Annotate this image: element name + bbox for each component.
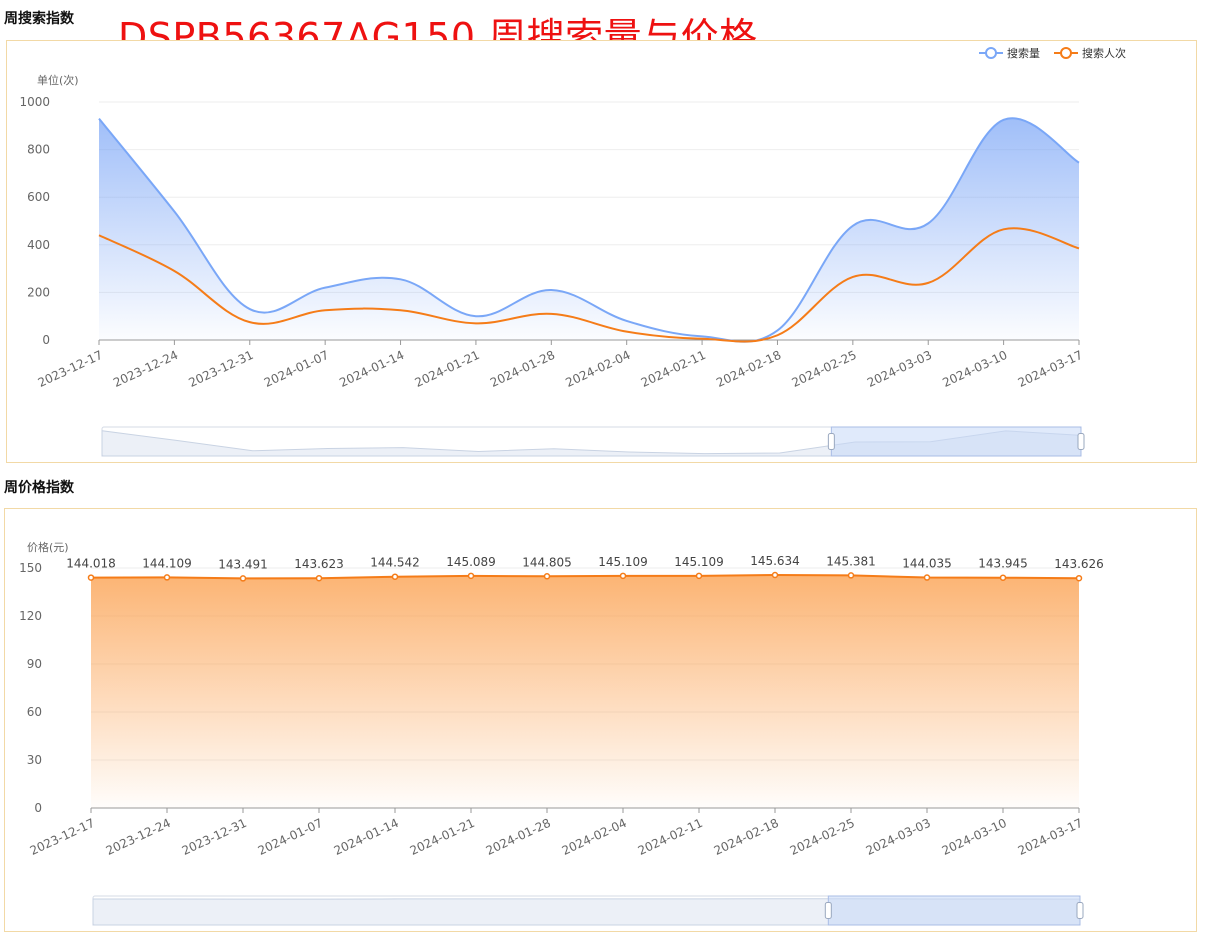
data-label: 143.623 xyxy=(294,557,344,571)
legend-marker xyxy=(1060,47,1072,59)
x-tick-label: 2023-12-24 xyxy=(111,348,180,390)
x-tick-label: 2023-12-24 xyxy=(104,816,173,858)
data-point xyxy=(771,571,779,579)
x-tick-label: 2024-01-21 xyxy=(413,348,482,390)
data-label: 145.634 xyxy=(750,554,800,568)
data-label: 143.626 xyxy=(1054,557,1104,571)
search-section-title: 周搜索指数 xyxy=(4,11,74,27)
data-point xyxy=(543,573,551,580)
y-unit-label: 价格(元) xyxy=(27,540,69,554)
y-tick-label: 400 xyxy=(27,238,50,252)
data-label: 145.381 xyxy=(826,554,876,568)
series-line-1 xyxy=(98,227,1080,343)
data-label: 144.018 xyxy=(66,557,116,571)
series-line-0 xyxy=(90,573,1080,580)
x-tick-label: 2024-02-04 xyxy=(560,816,629,858)
x-tick-label: 2024-03-03 xyxy=(864,816,933,858)
data-label: 145.089 xyxy=(446,555,496,569)
y-tick-label: 60 xyxy=(27,705,42,719)
legend-label: 搜索人次 xyxy=(1082,46,1126,60)
y-tick-label: 200 xyxy=(27,285,50,299)
y-tick-label: 1000 xyxy=(19,95,50,109)
x-tick-label: 2024-02-11 xyxy=(639,348,708,390)
zoom-slider-selection xyxy=(827,895,1081,926)
data-point xyxy=(315,574,323,582)
x-tick-label: 2024-01-07 xyxy=(262,348,331,390)
series-line-0 xyxy=(98,117,1080,343)
data-point xyxy=(923,574,931,581)
x-tick-label: 2024-01-14 xyxy=(337,348,406,390)
data-point xyxy=(239,575,247,582)
data-label: 145.109 xyxy=(598,555,648,569)
y-tick-label: 90 xyxy=(27,657,42,671)
x-tick-label: 2024-01-28 xyxy=(484,816,553,858)
x-tick-label: 2024-01-07 xyxy=(256,816,325,858)
data-label: 144.109 xyxy=(142,556,192,570)
zoom-slider-handle[interactable] xyxy=(1077,433,1085,450)
x-tick-label: 2024-03-03 xyxy=(865,348,934,390)
zoom-slider-selection xyxy=(830,426,1082,457)
y-tick-label: 0 xyxy=(34,801,42,815)
data-label: 143.945 xyxy=(978,557,1028,571)
legend-marker xyxy=(985,47,997,59)
price-chart-panel: 价格(元) 0 30 60 90 120 150 2023-12-17 2023-12-24 20… xyxy=(4,508,1197,932)
y-tick-label: 120 xyxy=(19,609,42,623)
data-point xyxy=(87,574,95,581)
data-label: 144.035 xyxy=(902,557,952,571)
x-tick-label: 2024-01-21 xyxy=(408,816,477,858)
data-point xyxy=(999,574,1007,581)
series-area xyxy=(99,118,1079,342)
x-tick-label: 2023-12-17 xyxy=(36,348,105,390)
y-unit-label: 单位(次) xyxy=(37,73,79,87)
x-tick-label: 2024-02-25 xyxy=(790,348,859,390)
y-tick-label: 600 xyxy=(27,190,50,204)
data-point xyxy=(695,572,703,580)
x-tick-label: 2024-02-25 xyxy=(788,816,857,858)
legend-label: 搜索量 xyxy=(1007,46,1040,60)
x-tick-label: 2023-12-31 xyxy=(180,816,249,858)
y-tick-label: 0 xyxy=(42,333,50,347)
data-point xyxy=(847,572,855,579)
x-tick-label: 2024-02-11 xyxy=(636,816,705,858)
series-area xyxy=(91,574,1079,808)
x-tick-label: 2024-01-28 xyxy=(488,348,557,390)
x-tick-label: 2023-12-17 xyxy=(28,816,97,858)
x-tick-label: 2024-03-17 xyxy=(1016,816,1085,858)
price-section-title: 周价格指数 xyxy=(4,480,74,496)
x-tick-label: 2024-01-14 xyxy=(332,816,401,858)
x-tick-label: 2024-03-17 xyxy=(1016,348,1085,390)
y-tick-label: 150 xyxy=(19,561,42,575)
data-point xyxy=(163,574,171,581)
y-tick-label: 800 xyxy=(27,143,50,157)
zoom-slider-handle[interactable] xyxy=(827,433,835,450)
data-label: 145.109 xyxy=(674,555,724,569)
x-tick-label: 2024-03-10 xyxy=(940,348,1009,390)
search-chart-panel: 单位(次) 0 200 400 600 800 1000 2023-12-17 2023-12-… xyxy=(6,40,1197,463)
data-point xyxy=(619,572,627,580)
x-tick-label: 2024-02-18 xyxy=(712,816,781,858)
x-tick-label: 2024-03-10 xyxy=(940,816,1009,858)
zoom-slider-handle[interactable] xyxy=(824,902,832,919)
data-label: 144.542 xyxy=(370,556,420,570)
data-label: 143.491 xyxy=(218,557,268,571)
data-point xyxy=(1075,574,1083,582)
zoom-slider-handle[interactable] xyxy=(1076,902,1084,919)
data-label: 144.805 xyxy=(522,555,572,569)
y-tick-label: 30 xyxy=(27,753,42,767)
x-tick-label: 2024-02-18 xyxy=(714,348,783,390)
x-tick-label: 2024-02-04 xyxy=(563,348,632,390)
x-tick-label: 2023-12-31 xyxy=(186,348,255,390)
data-point xyxy=(467,572,475,580)
data-point xyxy=(391,573,399,580)
